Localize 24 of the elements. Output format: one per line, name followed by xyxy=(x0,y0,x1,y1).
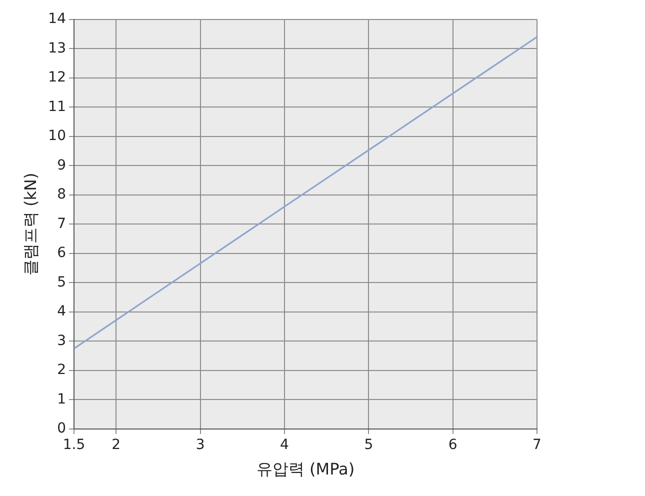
y-tick-label: 9 xyxy=(57,157,66,174)
y-tick-label: 5 xyxy=(57,274,66,290)
x-tick-label: 2 xyxy=(112,437,121,454)
y-tick-label: 11 xyxy=(48,98,66,115)
y-tick-label: 2 xyxy=(57,362,66,378)
y-tick-label: 0 xyxy=(57,420,66,437)
y-tick-label: 7 xyxy=(57,216,66,232)
y-axis-title: 클램프력 (kN) xyxy=(20,172,40,276)
x-tick-label: 4 xyxy=(280,437,289,454)
x-tick-label: 1.5 xyxy=(62,437,86,454)
x-tick-label: 5 xyxy=(364,437,374,454)
x-tick-label: 7 xyxy=(532,437,542,454)
y-tick-label: 3 xyxy=(57,332,66,349)
y-tick-label: 6 xyxy=(57,245,66,262)
y-tick-label: 4 xyxy=(57,304,66,320)
x-tick-label: 3 xyxy=(196,437,205,454)
x-tick-label: 6 xyxy=(448,437,458,454)
y-tick-label: 13 xyxy=(48,40,66,56)
y-tick-label: 12 xyxy=(48,70,66,86)
y-tick-label: 1 xyxy=(57,391,66,408)
x-axis-title: 유압력 (MPa) xyxy=(256,460,355,479)
y-tick-label: 8 xyxy=(57,186,66,203)
y-tick-label: 10 xyxy=(48,128,66,144)
y-tick-label: 14 xyxy=(48,11,66,28)
